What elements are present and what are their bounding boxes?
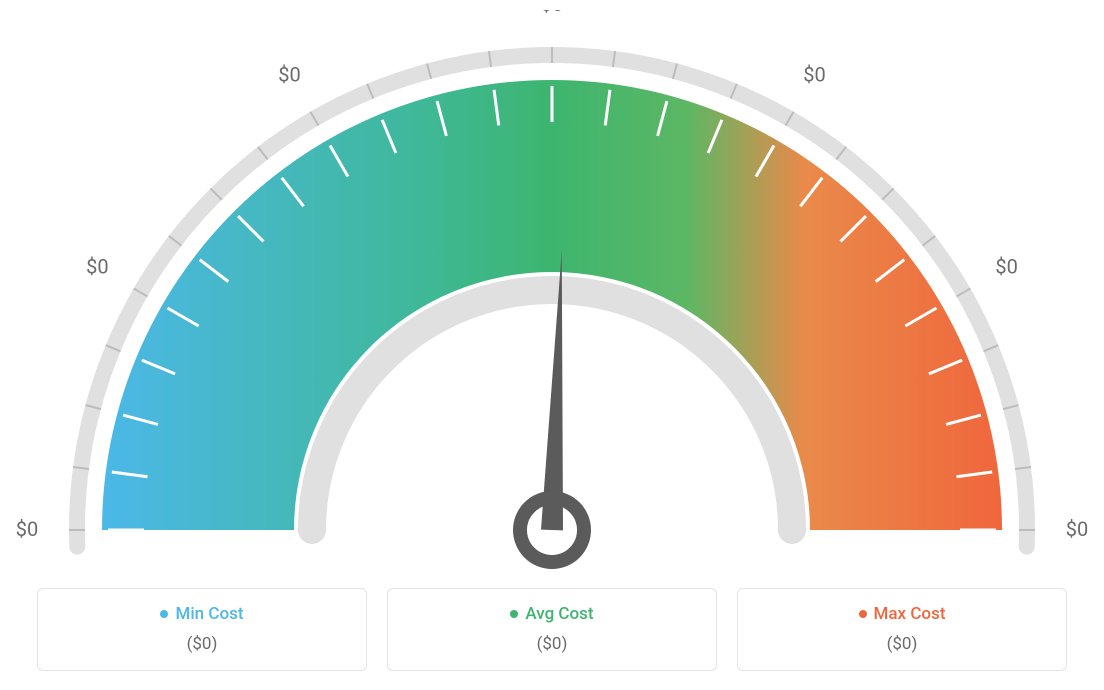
legend-dot-avg [510,610,518,618]
svg-text:$0: $0 [995,255,1017,279]
legend-card-avg: Avg Cost ($0) [387,588,717,671]
svg-text:$0: $0 [278,62,300,86]
legend-row: Min Cost ($0) Avg Cost ($0) Max Cost ($0… [12,588,1092,671]
svg-text:$0: $0 [1066,517,1088,541]
gauge-chart: $0 $0 $0 $0 $0 $0 $0 [0,10,1104,570]
svg-text:$0: $0 [541,10,563,16]
svg-text:$0: $0 [86,255,108,279]
legend-card-min: Min Cost ($0) [37,588,367,671]
legend-value-min: ($0) [38,634,366,654]
gauge-svg: $0 $0 $0 $0 $0 $0 $0 [0,10,1104,570]
svg-text:$0: $0 [803,62,825,86]
legend-dot-max [859,610,867,618]
legend-value-avg: ($0) [388,634,716,654]
legend-card-max: Max Cost ($0) [737,588,1067,671]
legend-label-avg: Avg Cost [525,604,593,624]
legend-value-max: ($0) [738,634,1066,654]
legend-dot-min [160,610,168,618]
legend-label-max: Max Cost [874,604,946,624]
legend-label-min: Min Cost [175,604,243,624]
svg-text:$0: $0 [16,517,38,541]
